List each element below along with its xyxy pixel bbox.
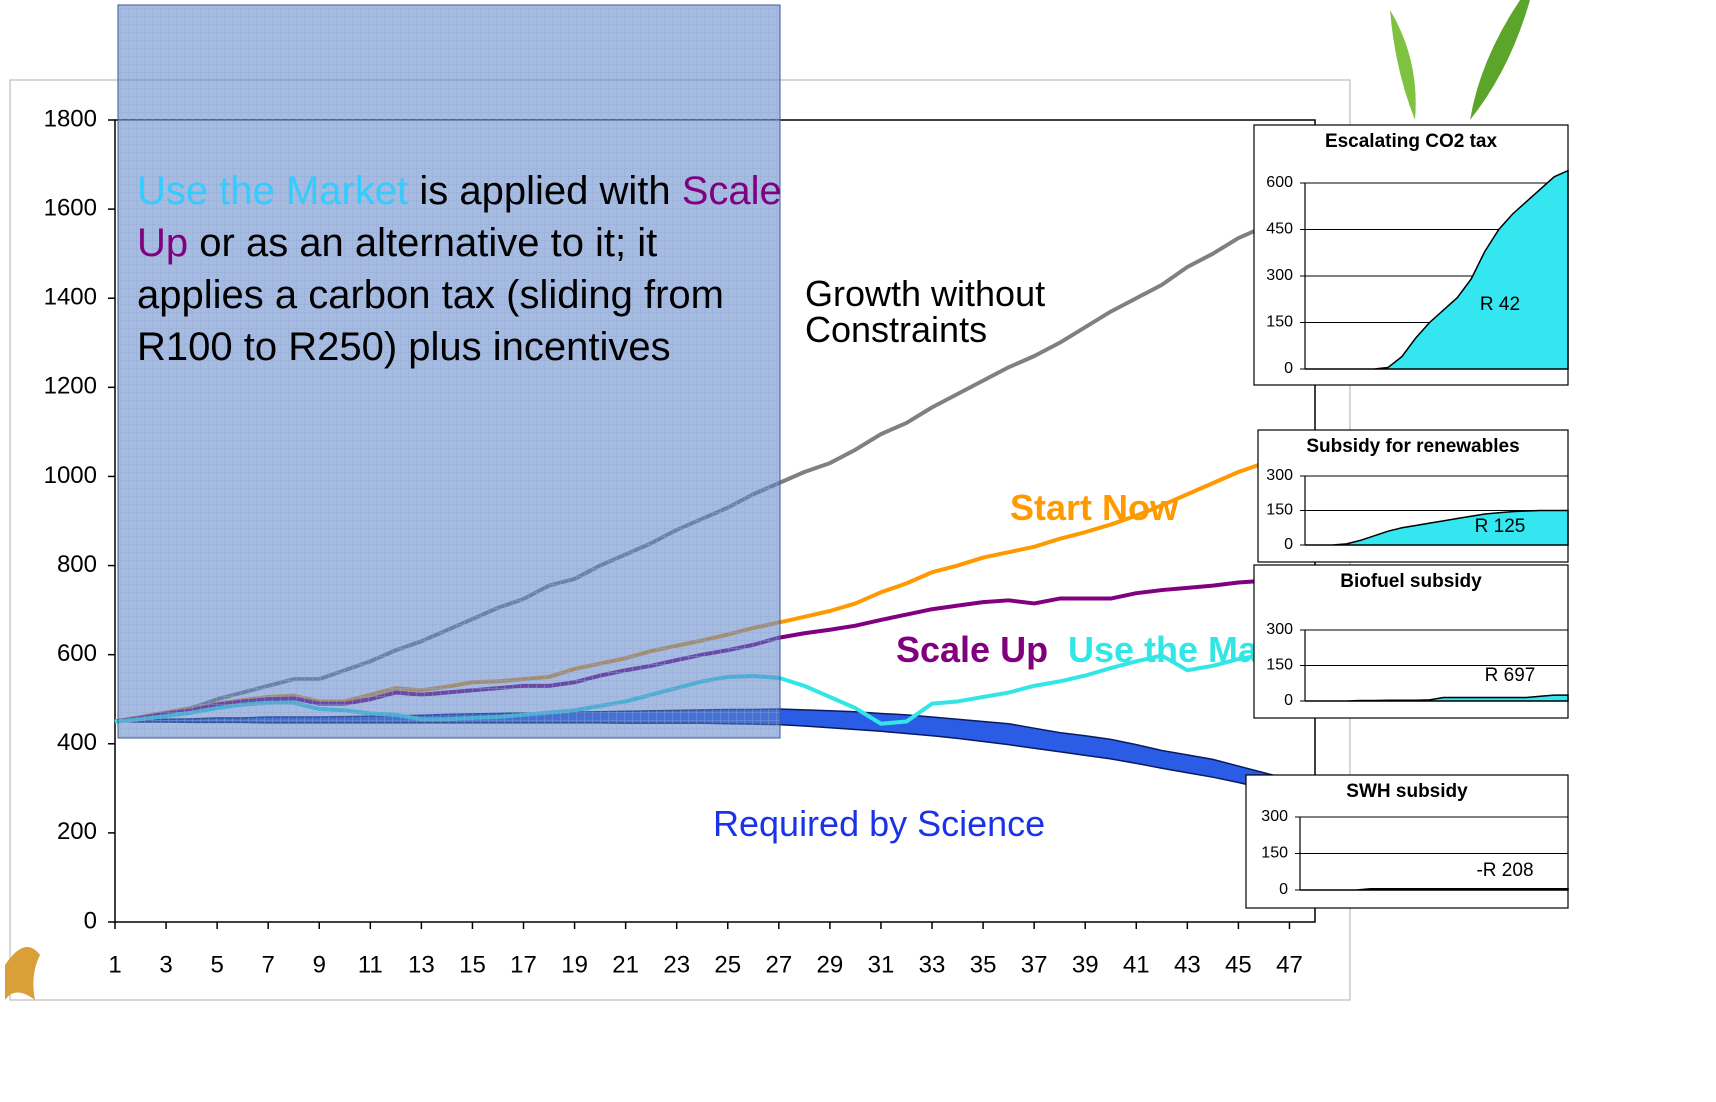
y-tick-label: 150 [1266, 314, 1293, 331]
y-tick-label: 300 [1261, 808, 1288, 825]
y-tick-label: 0 [1284, 692, 1293, 709]
inset-annotation: R 125 [1475, 516, 1526, 537]
y-tick-label: 150 [1266, 502, 1293, 519]
y-tick-label: 450 [1266, 221, 1293, 238]
inset-title: Subsidy for renewables [1306, 436, 1519, 457]
y-tick-label: 300 [1266, 267, 1293, 284]
y-tick-label: 0 [1284, 536, 1293, 553]
y-tick-label: 300 [1266, 621, 1293, 638]
inset-annotation: R 697 [1485, 665, 1536, 686]
inset-title: Biofuel subsidy [1340, 571, 1482, 592]
inset-title: Escalating CO2 tax [1325, 131, 1498, 152]
page: 0200400600800100012001400160018001357911… [0, 0, 1716, 1102]
y-tick-label: 150 [1266, 657, 1293, 674]
inset-layer: Escalating CO2 tax 0 150 300 450 600 R 42 Subsi… [0, 0, 1716, 1102]
insets: Escalating CO2 tax 0 150 300 450 600 R 42 Subsi… [1246, 125, 1568, 908]
inset-title: SWH subsidy [1346, 781, 1468, 802]
inset-annotation: R 42 [1480, 294, 1520, 315]
inset-annotation: -R 208 [1476, 860, 1533, 881]
y-tick-label: 150 [1261, 845, 1288, 862]
y-tick-label: 0 [1279, 881, 1288, 898]
y-tick-label: 600 [1266, 174, 1293, 191]
y-tick-label: 300 [1266, 467, 1293, 484]
y-tick-label: 0 [1284, 360, 1293, 377]
